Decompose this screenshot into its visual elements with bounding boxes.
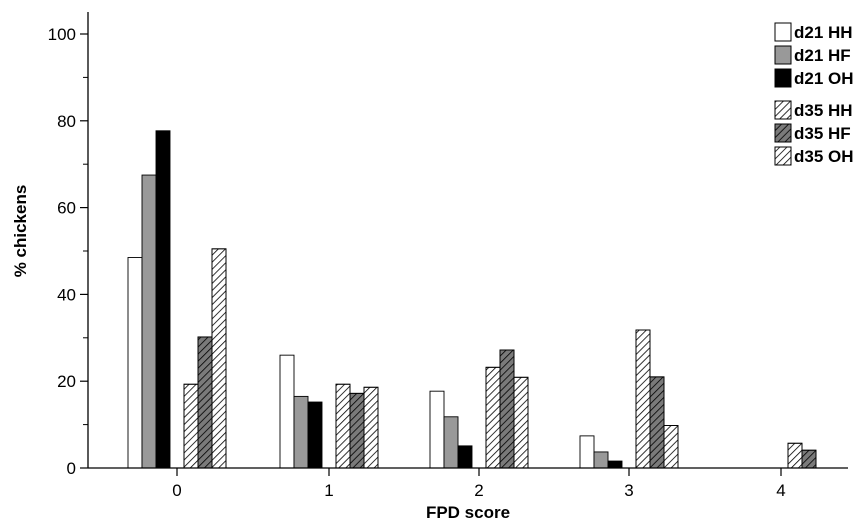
legend-swatch-hatch: [774, 100, 792, 120]
bar: [335, 383, 351, 469]
bar: [429, 390, 445, 469]
bar: [485, 366, 501, 469]
bar: [801, 449, 817, 469]
bar-hatch: [513, 376, 529, 469]
bar: [649, 376, 665, 469]
legend-item: d35 HF: [774, 123, 851, 143]
x-axis: 0 1 2 3 4: [172, 468, 786, 500]
legend: d21 HH d21 HF d21 OH d35 HH d35 HF d35 OH: [774, 22, 854, 166]
bar-hatch: [787, 442, 803, 469]
bar-hatch: [635, 329, 651, 469]
legend-item: d21 HH: [774, 22, 853, 42]
y-tick-label: 60: [57, 199, 76, 218]
bar-hatch: [211, 248, 227, 469]
legend-label: d21 OH: [794, 69, 854, 88]
bar-fill: [429, 390, 445, 469]
bar: [127, 257, 143, 469]
y-axis-title: % chickens: [11, 185, 30, 278]
x-tick-label: 4: [776, 481, 785, 500]
bar: [593, 451, 609, 469]
legend-swatch: [774, 22, 792, 42]
legend-label: d35 HH: [794, 101, 853, 120]
x-tick-label: 0: [172, 481, 181, 500]
bar: [197, 336, 213, 469]
legend-label: d21 HH: [794, 23, 853, 42]
bar: [183, 383, 199, 469]
x-axis-title: FPD score: [426, 503, 510, 522]
legend-swatch: [774, 45, 792, 65]
legend-swatch-hatch: [774, 123, 792, 143]
bar-hatch: [663, 425, 679, 469]
bar-fill: [579, 435, 595, 469]
bar-fill: [141, 174, 157, 469]
bar: [155, 130, 171, 469]
bar-fill: [457, 445, 473, 469]
legend-item: d21 HF: [774, 45, 851, 65]
legend-label: d35 OH: [794, 147, 854, 166]
bar-hatch: [349, 392, 365, 469]
bar: [141, 174, 157, 469]
legend-item: d35 HH: [774, 100, 853, 120]
bar-fill: [155, 130, 171, 469]
legend-swatch-hatch: [774, 146, 792, 166]
bar: [363, 386, 379, 469]
bar: [457, 445, 473, 469]
bar-hatch: [363, 386, 379, 469]
y-axis: 0 20 40 60 80 100: [48, 25, 88, 478]
bar: [307, 401, 323, 469]
legend-item: d21 OH: [774, 68, 854, 88]
legend-swatch: [774, 68, 792, 88]
bar-fill: [127, 257, 143, 469]
bar: [635, 329, 651, 469]
x-tick-label: 2: [474, 481, 483, 500]
legend-label: d21 HF: [794, 46, 851, 65]
bar-fill: [607, 460, 623, 469]
bar-fill: [443, 416, 459, 469]
bar: [579, 435, 595, 469]
x-tick-label: 1: [324, 481, 333, 500]
bar-hatch: [335, 383, 351, 469]
bar-hatch: [649, 376, 665, 469]
y-tick-label: 100: [48, 25, 76, 44]
bar: [787, 442, 803, 469]
legend-label: d35 HF: [794, 124, 851, 143]
bar: [513, 376, 529, 469]
bar: [499, 349, 515, 469]
bar-fill: [593, 451, 609, 469]
bar: [293, 395, 309, 469]
bar-hatch: [801, 449, 817, 469]
bar-hatch: [485, 366, 501, 469]
legend-item: d35 OH: [774, 146, 854, 166]
bar-fill: [279, 354, 295, 469]
y-tick-label: 20: [57, 372, 76, 391]
bar: [663, 425, 679, 469]
bar-fill: [293, 395, 309, 469]
bar: [279, 354, 295, 469]
bar: [349, 392, 365, 469]
bar: [443, 416, 459, 469]
y-tick-label: 0: [67, 459, 76, 478]
bars-group: [127, 130, 817, 469]
bar: [211, 248, 227, 469]
bar-hatch: [499, 349, 515, 469]
y-tick-label: 40: [57, 285, 76, 304]
bar-hatch: [183, 383, 199, 469]
y-tick-label: 80: [57, 112, 76, 131]
bar-fill: [307, 401, 323, 469]
bar: [607, 460, 623, 469]
x-tick-label: 3: [624, 481, 633, 500]
bar-hatch: [197, 336, 213, 469]
